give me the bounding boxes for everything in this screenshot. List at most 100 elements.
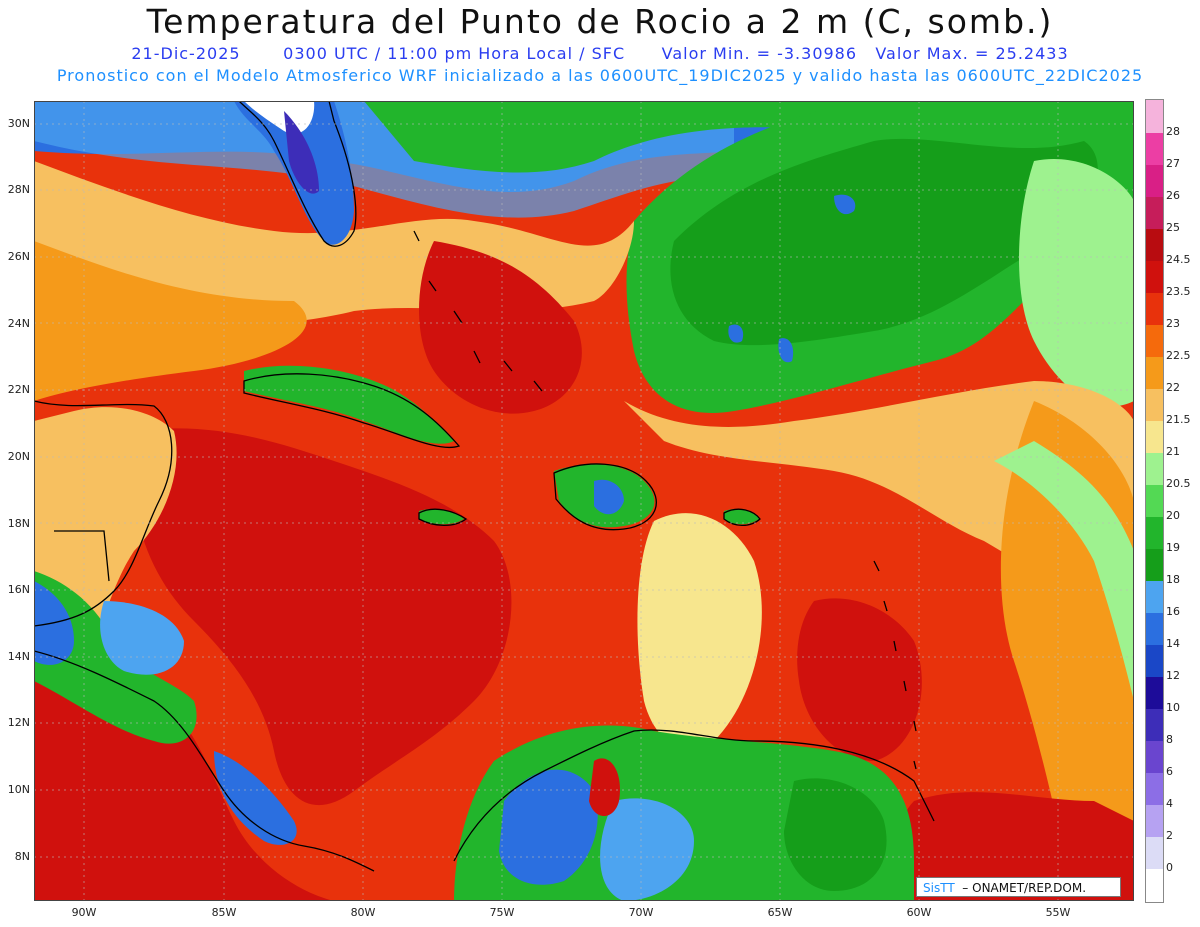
lat-label: 30N — [7, 117, 30, 130]
colorbar-label: 0 — [1166, 861, 1173, 874]
colorbar-cell — [1146, 772, 1163, 805]
colorbar-cell — [1146, 676, 1163, 709]
coast-yucatan — [34, 400, 173, 627]
lon-label: 80W — [350, 906, 376, 919]
lon-label: 60W — [906, 906, 932, 919]
lon-label: 75W — [489, 906, 515, 919]
colorbar-label: 8 — [1166, 733, 1173, 746]
field-blue-pocket-2 — [728, 324, 744, 343]
field-puertorico-green — [724, 508, 759, 525]
colorbar-cell — [1146, 612, 1163, 645]
lon-label: 85W — [211, 906, 237, 919]
field-bahamas-red — [419, 241, 582, 414]
field-blue-pocket-1 — [834, 194, 856, 215]
colorbar-cell — [1146, 164, 1163, 197]
colorbar-label: 22 — [1166, 381, 1180, 394]
colorbar-cell — [1146, 100, 1163, 133]
colorbar-label: 21 — [1166, 445, 1180, 458]
lat-label: 14N — [7, 650, 30, 663]
field-jamaica-green — [419, 508, 464, 525]
coast-bahamas — [413, 230, 543, 392]
colorbar-label: 23 — [1166, 317, 1180, 330]
map-canvas — [34, 101, 1134, 901]
colorbar-label: 4 — [1166, 797, 1173, 810]
colorbar-cell — [1146, 548, 1163, 581]
colorbar-cell — [1146, 132, 1163, 165]
lon-label: 65W — [767, 906, 793, 919]
brand-logo-text: SisTT — [923, 881, 955, 895]
max-value: Valor Max. = 25.2433 — [875, 44, 1069, 63]
colorbar-label: 14 — [1166, 637, 1180, 650]
lat-label: 20N — [7, 450, 30, 463]
coast-lesser-antilles — [873, 560, 917, 770]
forecast-time: 0300 UTC / 11:00 pm Hora Local / SFC — [283, 44, 626, 63]
lon-label: 90W — [71, 906, 97, 919]
colorbar-label: 26 — [1166, 189, 1180, 202]
forecast-date: 21-Dic-2025 — [131, 44, 241, 63]
field-east-lightgreen — [994, 441, 1134, 701]
coast-cuba — [243, 373, 461, 449]
colorbar-label: 16 — [1166, 605, 1180, 618]
colorbar-label: 20.5 — [1166, 477, 1191, 490]
field-gulf-orange — [34, 241, 307, 401]
colorbar-label: 19 — [1166, 541, 1180, 554]
colorbar-cell — [1146, 388, 1163, 421]
lat-label: 28N — [7, 183, 30, 196]
colorbar-cell — [1146, 324, 1163, 357]
colorbar-cell — [1146, 196, 1163, 229]
colorbar-cell — [1146, 484, 1163, 517]
colorbar-cell — [1146, 420, 1163, 453]
lat-label: 16N — [7, 583, 30, 596]
colorbar-cell — [1146, 452, 1163, 485]
colorbar-label: 18 — [1166, 573, 1180, 586]
colorbar-cell — [1146, 516, 1163, 549]
field-blue-pocket-3 — [778, 338, 794, 363]
colorbar-cell — [1146, 740, 1163, 773]
min-value: Valor Min. = -3.30986 — [661, 44, 858, 63]
colorbar-label: 25 — [1166, 221, 1180, 234]
coast-florida — [238, 101, 357, 247]
credit-org-text: ONAMET/REP.DOM. — [972, 881, 1087, 895]
coast-hispaniola — [553, 463, 657, 531]
colorbar-cell — [1146, 804, 1163, 837]
info-line-2: Pronostico con el Modelo Atmosferico WRF… — [56, 66, 1144, 85]
colorbar-label: 10 — [1166, 701, 1180, 714]
map-title: Temperatura del Punto de Rocio a 2 m (C,… — [146, 2, 1054, 41]
colorbar-label: 27 — [1166, 157, 1180, 170]
field-florida-dark — [284, 111, 319, 194]
lat-label: 18N — [7, 517, 30, 530]
info-line-1: 21-Dic-2025 0300 UTC / 11:00 pm Hora Loc… — [0, 44, 1200, 63]
field-samerica-lightblue — [600, 798, 694, 901]
dewpoint-map[interactable] — [34, 101, 1134, 901]
lat-label: 22N — [7, 383, 30, 396]
colorbar-label: 20 — [1166, 509, 1180, 522]
coast-south-america — [453, 729, 935, 862]
colorbar-cell — [1146, 356, 1163, 389]
credit-org: – ONAMET/REP.DOM. — [958, 881, 1087, 895]
field-nicaragua-blue — [100, 601, 184, 675]
colorbar-label: 24.5 — [1166, 253, 1191, 266]
colorbar-label: 12 — [1166, 669, 1180, 682]
colorbar-label: 2 — [1166, 829, 1173, 842]
field-atlantic-darkgreen — [670, 138, 1098, 346]
colorbar — [1145, 99, 1164, 903]
lon-label: 70W — [628, 906, 654, 919]
colorbar-label: 22.5 — [1166, 349, 1191, 362]
colorbar-label: 6 — [1166, 765, 1173, 778]
colorbar-cell — [1146, 708, 1163, 741]
colorbar-cell — [1146, 644, 1163, 677]
field-costarica-blue — [214, 751, 297, 845]
field-windward-red — [797, 598, 922, 761]
lat-label: 24N — [7, 317, 30, 330]
colorbar-cell — [1146, 292, 1163, 325]
colorbar-label: 28 — [1166, 125, 1180, 138]
colorbar-cell — [1146, 260, 1163, 293]
coast-central-america — [34, 650, 375, 872]
coastlines — [34, 101, 935, 872]
credit-box: SisTT – ONAMET/REP.DOM. — [916, 877, 1121, 897]
colorbar-label: 21.5 — [1166, 413, 1191, 426]
colorbar-cell — [1146, 868, 1163, 901]
graticule — [34, 101, 1134, 901]
field-florida-white — [244, 101, 315, 134]
field-maracaibo-red — [589, 758, 620, 816]
